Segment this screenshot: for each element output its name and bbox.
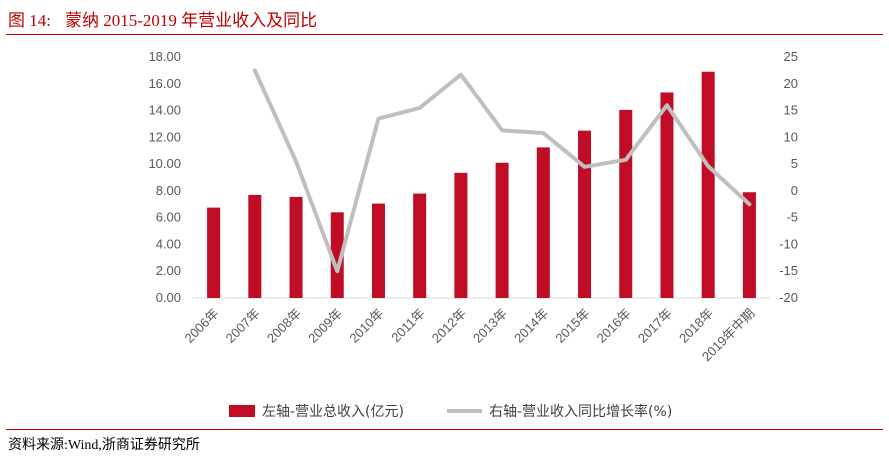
x-axis-label: 2013年: [470, 306, 510, 346]
left-axis-tick: 18.00: [148, 49, 181, 64]
x-axis-label: 2008年: [264, 306, 304, 346]
revenue-bar: [660, 92, 674, 298]
right-axis-tick: -10: [779, 236, 798, 251]
growth-line: [252, 68, 752, 274]
left-axis-tick: 0.00: [156, 290, 181, 305]
x-axis-label: 2006年: [181, 306, 221, 346]
revenue-bar: [371, 203, 385, 298]
revenue-bar: [742, 192, 756, 298]
revenue-bar: [413, 193, 427, 298]
left-axis-tick: 8.00: [156, 183, 181, 198]
revenue-bars: [207, 71, 756, 298]
left-axis-tick: 12.00: [148, 129, 181, 144]
x-axis-label: 2007年: [223, 306, 263, 346]
legend-bar-swatch: [229, 405, 255, 417]
right-axis-tick: -15: [779, 263, 798, 278]
x-axis-label: 2015年: [552, 306, 592, 346]
right-axis-tick: 25: [784, 49, 798, 64]
combo-chart: 0.00 2.00 4.00 6.00 8.00 10.00 12.00 14.00 16.00…: [148, 49, 798, 420]
right-axis-tick: -20: [779, 290, 798, 305]
figure-title-row: 图 14: 蒙纳 2015-2019 年营业收入及同比: [8, 6, 331, 31]
right-axis-tick: 5: [791, 156, 798, 171]
right-axis: -20 -15 -10 -5 0 5 10 15 20 25: [779, 49, 798, 305]
revenue-bar: [495, 162, 509, 298]
left-axis-tick: 6.00: [156, 210, 181, 225]
x-axis-label: 2011年: [388, 306, 428, 346]
right-axis-tick: 20: [784, 76, 798, 91]
revenue-bar: [578, 130, 592, 298]
left-axis: 0.00 2.00 4.00 6.00 8.00 10.00 12.00 14.00 16.00…: [148, 49, 181, 305]
source-note: 资料来源:Wind,浙商证券研究所: [8, 438, 200, 453]
x-axis-label: 2017年: [635, 306, 675, 346]
figure-label: 图 14:: [8, 11, 51, 30]
bottom-rule: [6, 429, 883, 430]
legend-bar-label: 左轴-营业总收入(亿元): [262, 404, 404, 420]
right-axis-tick: 15: [784, 103, 798, 118]
x-axis-label: 2016年: [594, 306, 634, 346]
left-axis-tick: 16.00: [148, 76, 181, 91]
x-axis-label: 2010年: [346, 306, 386, 346]
revenue-bar: [289, 196, 303, 298]
figure-title: 蒙纳 2015-2019 年营业收入及同比: [64, 11, 318, 30]
left-axis-tick: 2.00: [156, 263, 181, 278]
left-axis-tick: 14.00: [148, 103, 181, 118]
x-axis-label: 2009年: [305, 306, 345, 346]
revenue-bar: [619, 109, 633, 298]
right-axis-tick: 10: [784, 129, 798, 144]
top-rule: [6, 34, 883, 35]
revenue-bar: [330, 212, 344, 298]
revenue-bar: [207, 207, 221, 298]
revenue-bar: [536, 147, 550, 298]
legend: 左轴-营业总收入(亿元) 右轴-营业收入同比增长率(%): [229, 403, 672, 420]
left-axis-tick: 10.00: [148, 156, 181, 171]
revenue-bar: [248, 194, 262, 298]
right-axis-tick: -5: [786, 210, 798, 225]
x-axis-label: 2018年: [676, 306, 716, 346]
x-axis-label: 2012年: [429, 306, 469, 346]
legend-line-label: 右轴-营业收入同比增长率(%): [489, 403, 672, 420]
revenue-bar: [454, 172, 468, 298]
left-axis-tick: 4.00: [156, 236, 181, 251]
x-axis-label: 2014年: [511, 306, 551, 346]
x-axis-labels: 2006年 2007年 2008年 2009年 2010年 2011年 2012年 2013年…: [181, 306, 757, 365]
revenue-bar: [701, 71, 715, 298]
right-axis-tick: 0: [791, 183, 798, 198]
